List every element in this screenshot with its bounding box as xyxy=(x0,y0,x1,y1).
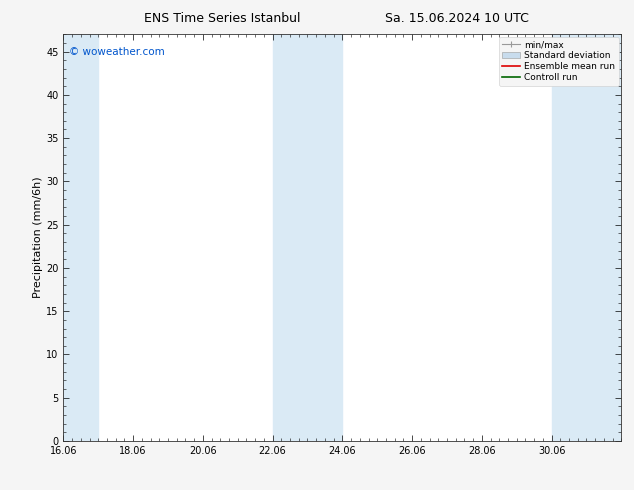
Bar xyxy=(273,34,342,441)
Y-axis label: Precipitation (mm/6h): Precipitation (mm/6h) xyxy=(33,177,43,298)
Text: © woweather.com: © woweather.com xyxy=(69,47,165,56)
Bar xyxy=(552,34,621,441)
Text: Sa. 15.06.2024 10 UTC: Sa. 15.06.2024 10 UTC xyxy=(385,12,528,25)
Bar xyxy=(63,34,98,441)
Legend: min/max, Standard deviation, Ensemble mean run, Controll run: min/max, Standard deviation, Ensemble me… xyxy=(499,37,619,86)
Text: ENS Time Series Istanbul: ENS Time Series Istanbul xyxy=(144,12,300,25)
